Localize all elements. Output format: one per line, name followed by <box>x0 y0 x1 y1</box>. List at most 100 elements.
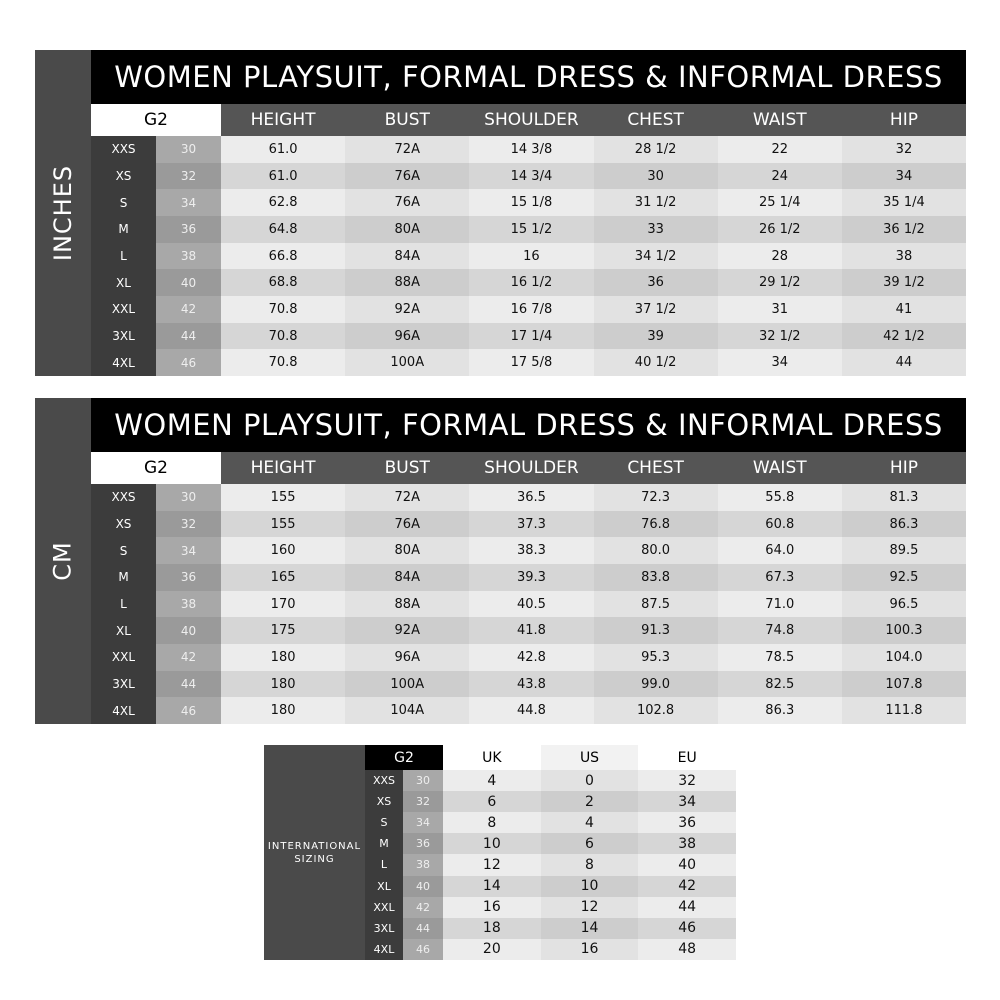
column-header: EU <box>638 745 737 770</box>
size-cell: XXS <box>365 770 403 792</box>
value-cell: 40 <box>638 854 737 876</box>
value-cell: 87.5 <box>593 590 718 618</box>
value-cell: 107.8 <box>841 670 967 698</box>
g2-number-cell: 36 <box>156 216 221 243</box>
value-cell: 16 <box>443 896 541 918</box>
value-cell: 8 <box>540 854 639 876</box>
g2-number-cell: 30 <box>156 484 221 511</box>
value-cell: 70.8 <box>221 296 346 323</box>
value-cell: 95.3 <box>593 644 718 671</box>
value-cell: 175 <box>221 617 346 645</box>
value-cell: 4 <box>443 770 541 792</box>
table-row: XS 32 6 2 34 <box>365 791 737 813</box>
value-cell: 20 <box>443 938 541 960</box>
g2-number-cell: 46 <box>156 697 221 725</box>
value-cell: 16 7/8 <box>469 296 594 323</box>
value-cell: 88A <box>345 590 470 618</box>
value-cell: 38 <box>638 833 737 855</box>
value-cell: 14 3/8 <box>469 136 594 163</box>
value-cell: 14 3/4 <box>469 162 594 190</box>
g2-number-cell: 46 <box>156 349 221 377</box>
value-cell: 104.0 <box>841 644 967 671</box>
size-cell: 3XL <box>365 917 403 939</box>
value-cell: 66.8 <box>221 242 346 270</box>
g2-number-cell: 36 <box>156 564 221 591</box>
value-cell: 16 <box>469 242 594 270</box>
column-header: SHOULDER <box>469 104 594 136</box>
value-cell: 84A <box>345 564 470 591</box>
value-cell: 31 1/2 <box>593 189 718 217</box>
value-cell: 44 <box>638 896 737 918</box>
value-cell: 68.8 <box>221 269 346 297</box>
table-row: S 34 160 80A 38.3 80.0 64.0 89.5 <box>91 537 967 565</box>
value-cell: 155 <box>221 510 346 538</box>
header-row: G2 HEIGHT BUST SHOULDER CHEST WAIST HIP <box>91 104 967 136</box>
value-cell: 102.8 <box>593 697 718 725</box>
value-cell: 81.3 <box>841 484 967 511</box>
value-cell: 25 1/4 <box>717 189 842 217</box>
table-row: M 36 10 6 38 <box>365 833 737 855</box>
value-cell: 64.8 <box>221 216 346 243</box>
value-cell: 18 <box>443 917 541 939</box>
table-row: M 36 165 84A 39.3 83.8 67.3 92.5 <box>91 564 967 591</box>
value-cell: 44 <box>841 349 967 377</box>
value-cell: 26 1/2 <box>717 216 842 243</box>
table-row: XL 40 175 92A 41.8 91.3 74.8 100.3 <box>91 617 967 645</box>
value-cell: 34 <box>638 791 737 813</box>
table-row: S 34 8 4 36 <box>365 812 737 834</box>
table-row: XXS 30 61.0 72A 14 3/8 28 1/2 22 32 <box>91 136 967 163</box>
g2-number-cell: 44 <box>156 322 221 350</box>
value-cell: 42.8 <box>469 644 594 671</box>
unit-label-text: INCHES <box>49 164 78 262</box>
table-row: XL 40 14 10 42 <box>365 875 737 897</box>
value-cell: 48 <box>638 938 737 960</box>
value-cell: 8 <box>443 812 541 834</box>
value-cell: 180 <box>221 670 346 698</box>
value-cell: 64.0 <box>717 537 842 565</box>
g2-number-cell: 32 <box>156 510 221 538</box>
header-row: G2 HEIGHT BUST SHOULDER CHEST WAIST HIP <box>91 452 967 484</box>
value-cell: 70.8 <box>221 322 346 350</box>
value-cell: 10 <box>540 875 639 897</box>
value-cell: 17 5/8 <box>469 349 594 377</box>
column-header: WAIST <box>717 452 842 484</box>
size-cell: XXL <box>91 296 156 323</box>
table-row: XS 32 155 76A 37.3 76.8 60.8 86.3 <box>91 510 967 538</box>
value-cell: 60.8 <box>717 510 842 538</box>
size-cell: S <box>91 537 156 565</box>
value-cell: 14 <box>443 875 541 897</box>
value-cell: 76A <box>345 189 470 217</box>
value-cell: 10 <box>443 833 541 855</box>
value-cell: 36 <box>638 812 737 834</box>
table-row: XXL 42 16 12 44 <box>365 896 737 918</box>
table-row: XXS 30 155 72A 36.5 72.3 55.8 81.3 <box>91 484 967 511</box>
g2-number-cell: 40 <box>156 269 221 297</box>
table-row: 4XL 46 20 16 48 <box>365 938 737 960</box>
value-cell: 72A <box>345 136 470 163</box>
column-header: HEIGHT <box>221 104 346 136</box>
table-title: WOMEN PLAYSUIT, FORMAL DRESS & INFORMAL … <box>91 50 966 104</box>
table-row: 3XL 44 18 14 46 <box>365 917 737 939</box>
size-cell: XXL <box>91 644 156 671</box>
value-cell: 36.5 <box>469 484 594 511</box>
value-cell: 12 <box>540 896 639 918</box>
value-cell: 35 1/4 <box>841 189 967 217</box>
column-header: SHOULDER <box>469 452 594 484</box>
value-cell: 14 <box>540 917 639 939</box>
value-cell: 80A <box>345 216 470 243</box>
value-cell: 28 <box>717 242 842 270</box>
g2-number-cell: 30 <box>156 136 221 163</box>
value-cell: 17 1/4 <box>469 322 594 350</box>
value-cell: 55.8 <box>717 484 842 511</box>
value-cell: 71.0 <box>717 590 842 618</box>
g2-number-cell: 42 <box>156 644 221 671</box>
size-cell: XS <box>91 510 156 538</box>
value-cell: 29 1/2 <box>717 269 842 297</box>
value-cell: 39 1/2 <box>841 269 967 297</box>
g2-number-cell: 34 <box>156 537 221 565</box>
size-cell: L <box>91 242 156 270</box>
value-cell: 41 <box>841 296 967 323</box>
size-cell: XS <box>91 162 156 190</box>
value-cell: 100A <box>345 670 470 698</box>
value-cell: 74.8 <box>717 617 842 645</box>
